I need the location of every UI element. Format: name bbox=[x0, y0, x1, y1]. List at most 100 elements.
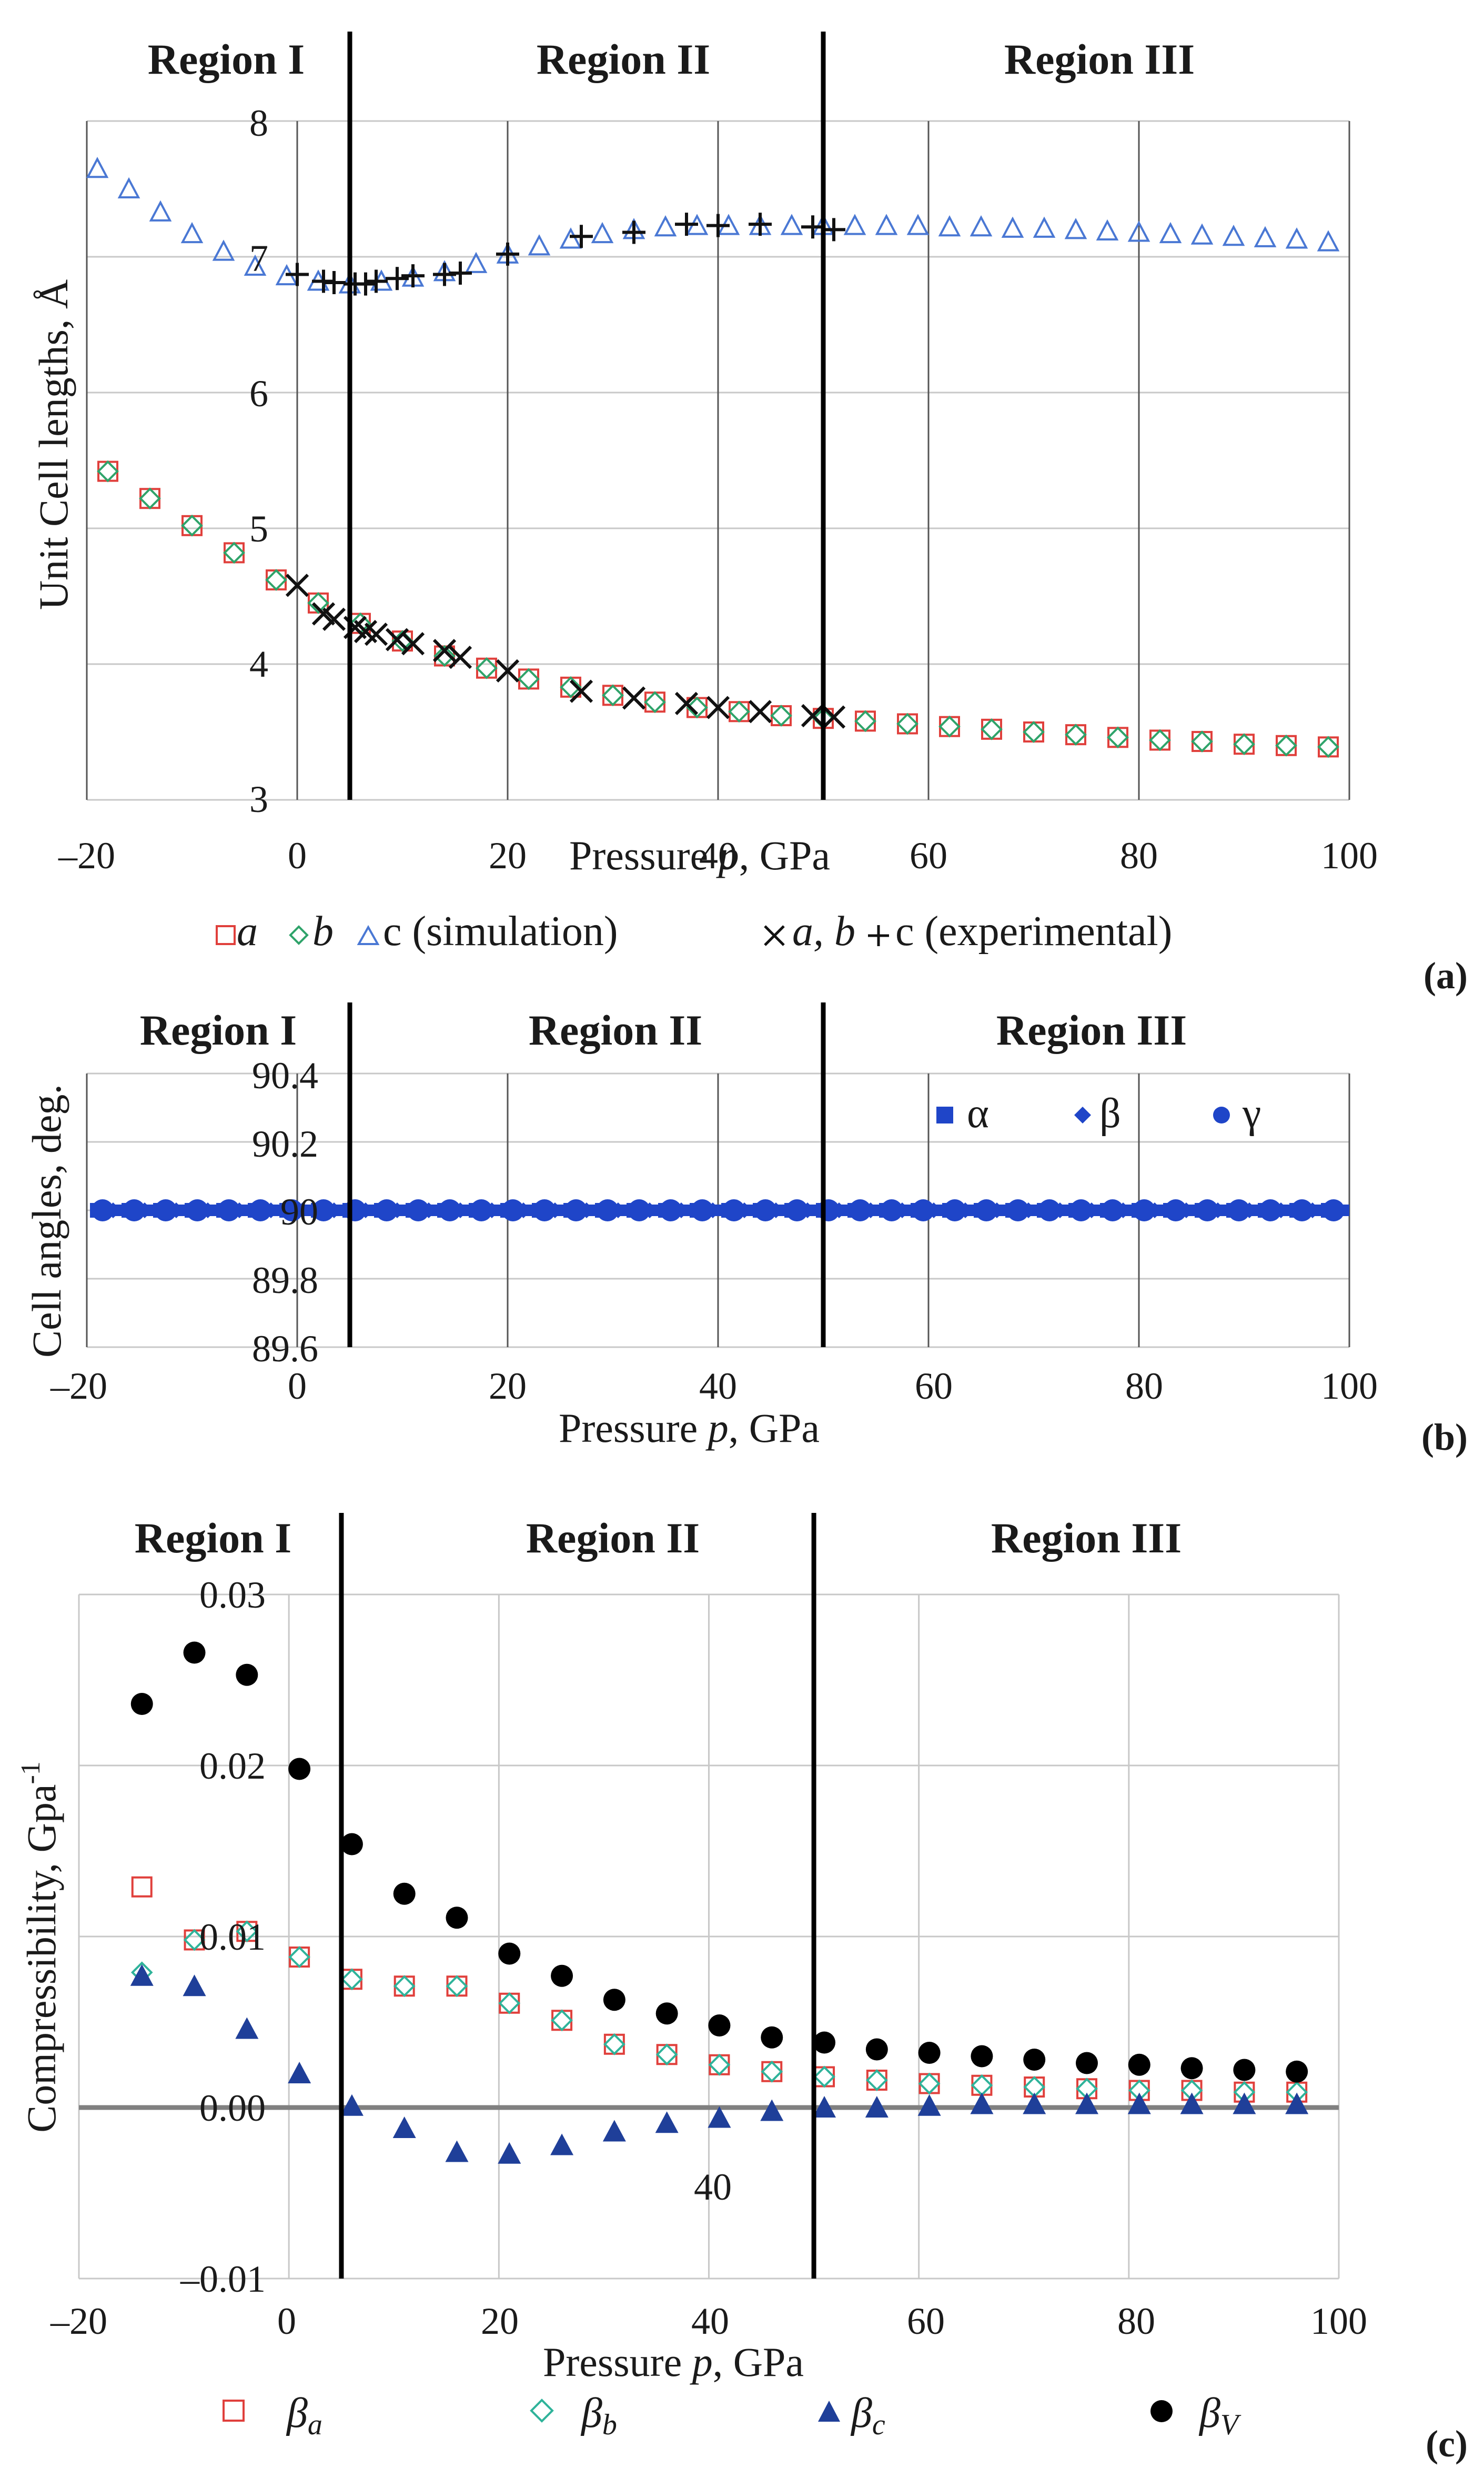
panel-c-series-3-point-15 bbox=[918, 2042, 941, 2064]
panel-a-series-4-point-5 bbox=[365, 269, 388, 293]
panel-a-series-3-point-13 bbox=[674, 691, 699, 715]
panel-a-series-1-point-13 bbox=[644, 691, 666, 714]
panel-c-series-3-point-0 bbox=[130, 1693, 153, 1715]
panel-a-series-1-point-21 bbox=[981, 718, 1003, 740]
panel-c-series-3-point-19 bbox=[1128, 2053, 1150, 2076]
panel-c-legend: βa βb βc βV bbox=[223, 2390, 1241, 2441]
panel-c-series-2-point-10 bbox=[655, 2111, 679, 2133]
panel-a-series-3-point-14 bbox=[706, 696, 730, 719]
legend-b-sim-label: b bbox=[312, 908, 334, 955]
panel-c-series-2-point-3 bbox=[288, 2062, 311, 2083]
panel-a-series-0-point-16 bbox=[771, 705, 792, 727]
panel-c-tag: (c) bbox=[1426, 2423, 1468, 2465]
panel-a-series-1-point-10 bbox=[518, 668, 540, 690]
panel-c-marks bbox=[130, 1641, 1309, 2164]
panel-a-series-2-point-0 bbox=[86, 157, 109, 178]
panel-b-region-2-label: Region II bbox=[529, 1006, 702, 1054]
panel-c-series-1-point-6 bbox=[446, 1975, 468, 1998]
panel-c-series-2-point-0 bbox=[130, 1964, 154, 1986]
panel-a-series-3-point-2 bbox=[322, 607, 346, 631]
panel-a-region-2-label: Region II bbox=[537, 35, 710, 83]
panel-a-series-0-point-22 bbox=[1023, 721, 1044, 743]
panel-c-series-0-point-15 bbox=[918, 2073, 940, 2094]
panel-a-ytick-3: 3 bbox=[249, 778, 268, 820]
panel-c-series-3-point-12 bbox=[761, 2026, 783, 2049]
panel-a-series-1-point-22 bbox=[1023, 721, 1045, 743]
panel-c-series-1-point-4 bbox=[341, 1968, 363, 1991]
panel-c-series-2-point-4 bbox=[340, 2094, 364, 2116]
panel-a-series-1-point-5 bbox=[307, 592, 329, 614]
panel-a-series-4-point-9 bbox=[449, 261, 472, 285]
panel-a-xtick-100: 100 bbox=[1321, 835, 1378, 877]
panel-c-series-2-point-12 bbox=[760, 2099, 784, 2121]
panel-a-series-2-point-36 bbox=[1222, 225, 1245, 246]
panel-c-series-2 bbox=[130, 1964, 1309, 2164]
panel-a-series-3-point-11 bbox=[569, 679, 593, 703]
panel-a-series-4-point-4 bbox=[354, 272, 377, 296]
panel-c-series-2-point-21 bbox=[1233, 2092, 1256, 2114]
panel-c-series-3-point-9 bbox=[603, 1989, 625, 2011]
panel-a-series-2-point-1 bbox=[117, 177, 140, 198]
panel-c-ytick-0-03: 0.03 bbox=[199, 1574, 266, 1616]
panel-a-series-0-point-20 bbox=[939, 716, 960, 737]
legend-beta-marker bbox=[1074, 1107, 1091, 1123]
panel-a-series-2-point-30 bbox=[1033, 216, 1056, 238]
legend-beta-v-label: βV bbox=[1198, 2390, 1241, 2441]
panel-a-series-3-point-10 bbox=[496, 659, 520, 683]
panel-c-series-2-point-20 bbox=[1180, 2092, 1204, 2114]
panel-c-series-3-point-20 bbox=[1180, 2057, 1203, 2080]
panel-a-ytick-8: 8 bbox=[249, 102, 268, 144]
panel-c-series-1-point-2 bbox=[236, 1920, 258, 1943]
panel-a-series-0-point-23 bbox=[1065, 724, 1086, 746]
panel-b-ytick-89-8: 89.8 bbox=[252, 1259, 318, 1301]
panel-a-tag: (a) bbox=[1424, 955, 1468, 997]
legend-c-sim-marker bbox=[357, 925, 380, 945]
panel-a-series-4-point-13 bbox=[675, 213, 698, 236]
panel-a-series-1-point-3 bbox=[223, 541, 245, 564]
legend-alpha-marker bbox=[936, 1107, 953, 1123]
panel-c-series-3-point-16 bbox=[971, 2045, 993, 2068]
panel-c-series-3-point-22 bbox=[1286, 2060, 1308, 2083]
panel-c-ytick-0-02: 0.02 bbox=[199, 1745, 266, 1787]
panel-b-xtick-m20: –20 bbox=[50, 1365, 107, 1407]
legend-beta-a-marker bbox=[223, 2400, 245, 2422]
panel-a-series-0-point-15 bbox=[729, 701, 750, 723]
panel-a-series-2-point-12 bbox=[465, 252, 488, 273]
panel-a-xtick-m20: –20 bbox=[58, 835, 115, 877]
panel-a-series-4-point-6 bbox=[386, 267, 409, 290]
panel-c-series-1-point-7 bbox=[498, 1992, 521, 2014]
panel-b-y-ticks: 90.4 90.2 90 89.8 89.6 bbox=[252, 1055, 318, 1370]
legend-alpha-label: α bbox=[967, 1090, 989, 1137]
panel-c-series-0-point-14 bbox=[866, 2070, 887, 2091]
panel-a-series-1-point-23 bbox=[1065, 724, 1087, 746]
panel-c-ytick-m0-01: –0.01 bbox=[180, 2258, 266, 2300]
panel-a-series-4-point-2 bbox=[322, 271, 346, 295]
panel-a-series-1-point-29 bbox=[1317, 736, 1339, 758]
panel-c-series-3-point-4 bbox=[340, 1833, 363, 1855]
panel-c-series-2-point-17 bbox=[1023, 2092, 1046, 2114]
panel-a-series-0-point-9 bbox=[476, 657, 497, 679]
legend-beta-label: β bbox=[1099, 1090, 1121, 1137]
panel-c-series-3 bbox=[130, 1641, 1308, 2083]
panel-c-series-1-point-18 bbox=[1076, 2078, 1098, 2100]
panel-a-series-3-point-15 bbox=[748, 700, 772, 724]
panel-a-series-1-point-27 bbox=[1233, 733, 1255, 756]
panel-c-series-1-point-11 bbox=[708, 2053, 731, 2076]
panel-a-series-0-point-3 bbox=[224, 542, 245, 564]
panel-a-ytick-6: 6 bbox=[249, 373, 268, 415]
panel-c-series-2-point-16 bbox=[970, 2092, 994, 2114]
panel-a-x-axis-label: Pressure p, GPa bbox=[569, 832, 830, 878]
panel-c-xtick-m20: –20 bbox=[50, 2300, 107, 2342]
legend-b-sim-marker bbox=[289, 925, 309, 945]
legend-beta-a-label: βa bbox=[286, 2390, 322, 2441]
panel-a-series-0-point-29 bbox=[1318, 736, 1339, 758]
panel-a-series-2-point-4 bbox=[212, 239, 235, 261]
panel-a-marks bbox=[86, 157, 1340, 758]
panel-b-x-axis-label: Pressure p, GPa bbox=[559, 1405, 820, 1451]
panel-a-series-2-point-14 bbox=[528, 234, 551, 256]
panel-c-series-1-point-1 bbox=[183, 1929, 206, 1951]
panel-c-series-2-point-19 bbox=[1127, 2092, 1151, 2114]
legend-c-sim-label: c (simulation) bbox=[383, 908, 618, 955]
panel-c-series-3-point-18 bbox=[1076, 2052, 1098, 2074]
panel-c-series-1-point-20 bbox=[1180, 2079, 1203, 2102]
